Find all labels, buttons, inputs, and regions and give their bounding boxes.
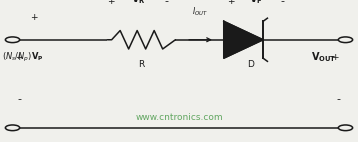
Text: +: + xyxy=(331,53,338,62)
Polygon shape xyxy=(224,21,263,58)
Text: +: + xyxy=(227,0,234,6)
Text: $(N_s/N_p)$$\mathbf{V_P}$: $(N_s/N_p)$$\mathbf{V_P}$ xyxy=(2,51,44,64)
Text: -: - xyxy=(281,0,285,6)
Text: R: R xyxy=(138,60,145,69)
Text: $I_{OUT}$: $I_{OUT}$ xyxy=(193,5,208,18)
Text: +: + xyxy=(107,0,115,6)
Text: +: + xyxy=(15,53,23,62)
Text: $\mathbf{V_{OUT}}$: $\mathbf{V_{OUT}}$ xyxy=(311,51,337,64)
Text: D: D xyxy=(247,60,254,69)
Text: -: - xyxy=(164,0,169,6)
Text: $\mathbf{V_R}$: $\mathbf{V_R}$ xyxy=(131,0,145,6)
Text: $\mathbf{V_F}$: $\mathbf{V_F}$ xyxy=(249,0,263,6)
Text: -: - xyxy=(18,94,22,104)
Text: +: + xyxy=(30,13,38,22)
Text: -: - xyxy=(336,94,340,104)
Text: www.cntronics.com: www.cntronics.com xyxy=(135,113,223,122)
